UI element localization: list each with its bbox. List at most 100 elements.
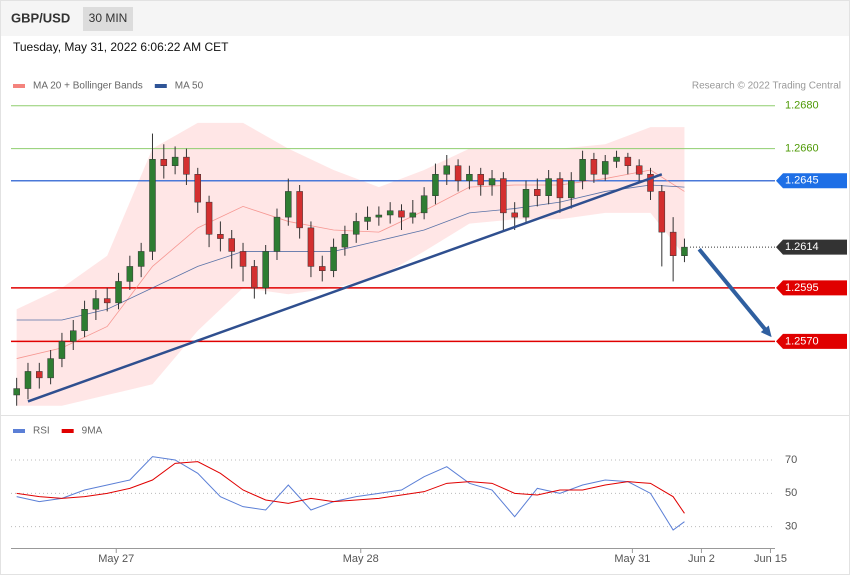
header-bar — [0, 0, 850, 36]
candle-body — [228, 238, 235, 252]
legend-swatch — [13, 429, 25, 433]
candle-body — [319, 266, 326, 271]
candle-body — [115, 281, 122, 304]
candle-body — [681, 246, 688, 256]
candle-body — [613, 156, 620, 162]
x-tick-label: May 27 — [98, 553, 134, 565]
timeframe-box — [83, 7, 133, 31]
timeframe: 30 MIN — [89, 11, 128, 25]
legend-swatch — [154, 84, 167, 88]
candle-body — [273, 216, 281, 252]
y-tick-label: 30 — [785, 521, 797, 533]
candle-body — [296, 191, 303, 229]
candle-body — [534, 189, 541, 196]
candle-body — [658, 191, 666, 233]
level-label: 1.2570 — [785, 335, 819, 347]
candle-body — [590, 159, 598, 175]
candle-body — [375, 214, 383, 218]
candle-body — [500, 178, 507, 214]
candle-body — [103, 298, 111, 304]
candle-body — [262, 251, 269, 289]
chart-title: GBP/USD — [11, 10, 70, 25]
candle-body — [239, 251, 247, 267]
candle-body — [420, 195, 428, 214]
candle-body — [36, 371, 43, 379]
candle-body — [251, 266, 258, 289]
candle-body — [58, 341, 66, 359]
y-tick-label: 50 — [785, 487, 797, 499]
candle-body — [432, 174, 439, 196]
candle-body — [454, 165, 462, 181]
candle-body — [205, 201, 213, 235]
candle-body — [126, 266, 134, 282]
candle-body — [81, 309, 88, 331]
candle-body — [352, 221, 360, 235]
bollinger-band — [16, 122, 685, 406]
candle-body — [624, 156, 632, 166]
legend-label: MA 20 + Bollinger Bands — [33, 81, 143, 92]
candle-body — [13, 388, 20, 396]
candle-body — [545, 178, 552, 196]
candle-body — [194, 174, 202, 203]
candle-body — [579, 159, 586, 181]
candle-body — [477, 174, 484, 186]
x-tick-label: Jun 15 — [754, 553, 787, 565]
level-box — [776, 280, 847, 296]
candle-body — [137, 251, 145, 267]
candle-body — [398, 210, 405, 218]
trendline — [27, 173, 663, 403]
candle-body — [330, 246, 337, 271]
level-label: 1.2595 — [785, 282, 819, 294]
candle-body — [47, 358, 54, 379]
candle-body — [556, 178, 564, 199]
candle-body — [70, 330, 77, 342]
legend-label: MA 50 — [175, 81, 204, 92]
legend-swatch — [13, 84, 25, 88]
candle-body — [488, 178, 496, 186]
candle-body — [669, 231, 677, 256]
y-tick-label: 70 — [785, 454, 797, 466]
forecast-arrow — [697, 248, 770, 334]
candle-body — [307, 227, 315, 267]
candle-body — [183, 156, 190, 175]
candle-body — [443, 165, 451, 175]
level-label: 1.2614 — [785, 241, 819, 253]
candle-body — [24, 371, 32, 389]
indicator-line — [16, 456, 685, 531]
indicator-line — [16, 461, 685, 514]
level-label: 1.2645 — [785, 175, 819, 187]
level-label: 1.2680 — [785, 100, 819, 112]
candle-body — [217, 234, 224, 239]
arrow-head — [760, 325, 772, 338]
candle-body — [160, 159, 168, 166]
candle-body — [386, 210, 394, 216]
candle-body — [92, 298, 100, 310]
candle-body — [511, 212, 518, 218]
x-tick-label: Jun 2 — [688, 553, 715, 565]
candle-body — [522, 189, 530, 218]
x-tick-label: May 31 — [614, 553, 650, 565]
candle-body — [149, 159, 156, 252]
legend-label: 9MA — [82, 426, 103, 437]
level-box — [776, 173, 847, 189]
candle-body — [285, 191, 292, 218]
level-label: 1.2660 — [785, 142, 819, 154]
candle-body — [466, 174, 473, 181]
candle-body — [364, 216, 371, 222]
legend-label: RSI — [33, 426, 50, 437]
level-box — [776, 239, 847, 255]
level-box — [776, 333, 847, 349]
candle-body — [601, 161, 609, 175]
candle-body — [635, 165, 643, 175]
candle-body — [568, 180, 575, 199]
x-tick-label: May 28 — [343, 553, 379, 565]
legend-swatch — [61, 429, 74, 433]
candle-body — [171, 156, 179, 166]
credit: Research © 2022 Trading Central — [692, 81, 841, 92]
candle-body — [341, 234, 349, 248]
candle-body — [409, 212, 417, 218]
moving-average — [16, 184, 685, 321]
subtitle: Tuesday, May 31, 2022 6:06:22 AM CET — [13, 40, 229, 54]
candle-body — [647, 174, 654, 192]
